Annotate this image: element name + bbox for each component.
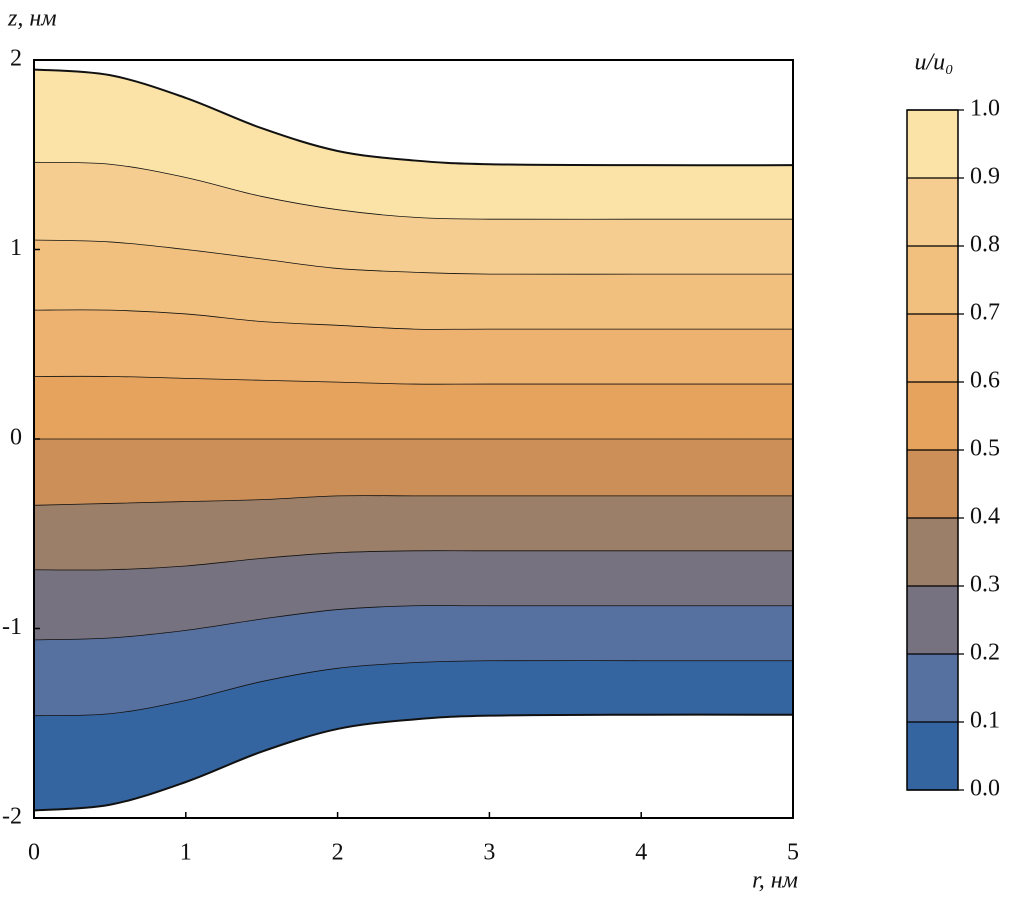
contour-line <box>33 713 794 812</box>
colorbar-swatch <box>907 246 958 314</box>
y-tick-label: 1 <box>10 235 22 261</box>
colorbar-frame <box>906 109 959 791</box>
contour-line <box>33 309 793 330</box>
contour-line <box>33 375 793 385</box>
contour-line <box>33 161 793 220</box>
contour-band <box>33 376 794 440</box>
colorbar-swatch <box>907 178 958 246</box>
y-tick-label: -1 <box>2 614 22 640</box>
contour-line <box>33 605 793 641</box>
colorbar-label: 0.4 <box>970 504 1000 530</box>
y-tick-label: -2 <box>2 804 22 830</box>
colorbar-label: 0.1 <box>970 708 1000 734</box>
y-axis-label: z, нм <box>7 6 57 32</box>
x-tick-label: 1 <box>180 840 192 866</box>
colorbar-swatch <box>907 314 958 382</box>
x-tick-label: 2 <box>332 840 344 866</box>
colorbar-swatch <box>907 450 958 518</box>
colorbar-label: 0.3 <box>970 572 1000 598</box>
y-tick-label: 0 <box>10 425 22 451</box>
contour-line <box>33 660 793 717</box>
contour-band <box>33 438 794 506</box>
x-axis-label: r, нм <box>752 868 798 894</box>
colorbar-swatch <box>907 586 958 654</box>
colorbar-swatch <box>907 654 958 722</box>
colorbar-label: 0.7 <box>970 300 1000 326</box>
x-tick-label: 4 <box>635 840 647 866</box>
y-tick-label: 2 <box>10 46 22 72</box>
colorbar-label: 0.2 <box>970 640 1000 666</box>
colorbar-label: 0.0 <box>970 776 1000 802</box>
contour-line <box>33 239 793 275</box>
contour-line <box>33 550 793 571</box>
colorbar-label: 0.8 <box>970 232 1000 258</box>
x-tick-label: 5 <box>787 840 799 866</box>
contour-line <box>33 495 793 506</box>
contour-line <box>33 68 794 167</box>
colorbar-swatch <box>907 110 958 178</box>
x-tick-label: 3 <box>483 840 495 866</box>
x-tick-label: 0 <box>28 840 40 866</box>
colorbar-swatch <box>907 382 958 450</box>
colorbar-title: u/u₀ <box>914 50 953 76</box>
colorbar-label: 0.9 <box>970 164 1000 190</box>
colorbar-label: 0.6 <box>970 368 1000 394</box>
colorbar-swatch <box>907 722 958 790</box>
colorbar-label: 0.5 <box>970 436 1000 462</box>
colorbar-swatch <box>907 518 958 586</box>
colorbar-label: 1.0 <box>970 96 1000 122</box>
